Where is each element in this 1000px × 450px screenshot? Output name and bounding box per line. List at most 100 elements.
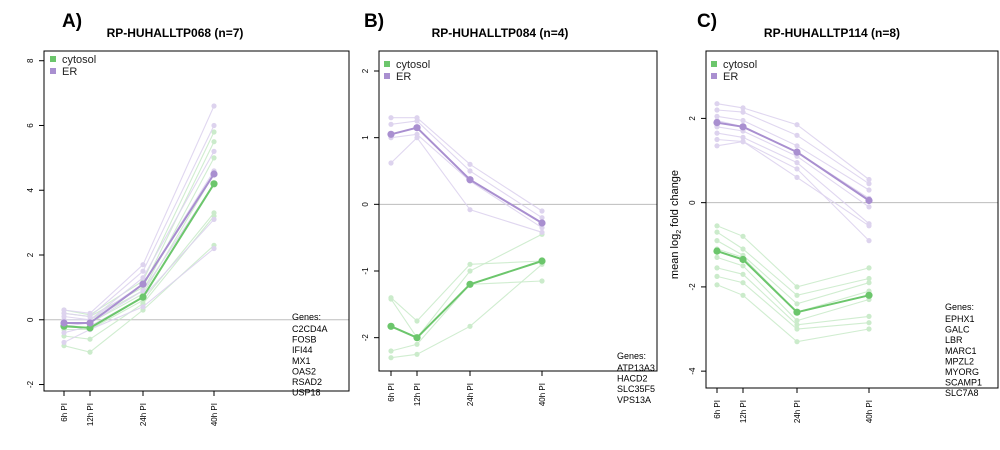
- gene-name: OAS2: [292, 366, 316, 376]
- x-tick-label: 12h PI: [739, 400, 748, 423]
- gene-trace-point: [539, 215, 545, 221]
- y-tick-label: 0: [361, 202, 370, 207]
- gene-trace-point: [211, 216, 217, 222]
- mean-point: [538, 257, 546, 265]
- gene-name: EPHX1: [945, 314, 975, 324]
- gene-trace-point: [740, 292, 746, 298]
- mean-point: [739, 123, 747, 131]
- x-tick-label: 40h PI: [865, 400, 874, 423]
- gene-trace-point: [740, 139, 746, 145]
- genes-header: Genes:: [292, 312, 321, 322]
- gene-trace-line: [716, 275, 870, 330]
- y-tick-label: 2: [688, 116, 697, 121]
- gene-name: FOSB: [292, 335, 317, 345]
- gene-trace-line: [716, 284, 870, 343]
- y-tick-label: 8: [26, 58, 35, 63]
- gene-trace-point: [794, 122, 800, 128]
- gene-trace-line: [390, 233, 543, 339]
- gene-trace-point: [467, 323, 473, 329]
- plot-frame: [378, 50, 658, 372]
- gene-name: C2CD4A: [292, 324, 328, 334]
- gene-trace-line: [390, 263, 543, 359]
- gene-trace-point: [740, 263, 746, 269]
- gene-trace-point: [140, 268, 146, 274]
- y-axis-label: mean log2 fold change: [669, 170, 683, 279]
- gene-trace-point: [61, 339, 67, 345]
- mean-point: [139, 293, 147, 301]
- gene-trace-point: [714, 238, 720, 244]
- x-tick-label: 40h PI: [210, 403, 219, 426]
- gene-trace-point: [539, 229, 545, 235]
- gene-trace-point: [211, 148, 217, 154]
- gene-name: MPZL2: [945, 356, 974, 366]
- gene-name: VPS13A: [617, 395, 651, 405]
- gene-trace-line: [716, 119, 870, 199]
- gene-trace-point: [388, 160, 394, 166]
- gene-trace-line: [716, 109, 870, 185]
- gene-trace-point: [140, 304, 146, 310]
- gene-trace-point: [539, 278, 545, 284]
- y-tick-label: 1: [361, 135, 370, 140]
- gene-trace-point: [388, 115, 394, 121]
- gene-trace-point: [740, 246, 746, 252]
- gene-trace-line: [63, 141, 215, 318]
- gene-trace-point: [211, 245, 217, 252]
- genes-header: Genes:: [617, 351, 646, 361]
- x-tick-label: 12h PI: [413, 383, 422, 406]
- gene-trace-point: [866, 326, 872, 332]
- gene-trace-line: [390, 133, 543, 229]
- y-tick-label: -4: [688, 367, 697, 375]
- gene-trace-point: [714, 223, 720, 229]
- x-tick-label: 24h PI: [793, 400, 802, 423]
- panel-label: A): [62, 11, 82, 32]
- mean-point: [210, 170, 218, 178]
- gene-trace-point: [714, 107, 720, 113]
- gene-trace-line: [716, 267, 870, 326]
- gene-trace-point: [794, 322, 800, 328]
- gene-trace-point: [211, 103, 217, 109]
- gene-trace-point: [467, 268, 473, 274]
- plot-frame: [705, 50, 999, 389]
- mean-point: [210, 180, 218, 188]
- y-axis-label-main: mean log: [669, 234, 681, 279]
- gene-trace-point: [740, 109, 746, 115]
- gene-trace-point: [467, 261, 473, 267]
- gene-trace-line: [716, 141, 870, 227]
- gene-trace-point: [866, 176, 872, 183]
- gene-trace-point: [467, 161, 473, 167]
- gene-trace-line: [716, 132, 870, 225]
- gene-trace-point: [866, 204, 872, 210]
- gene-trace-point: [794, 284, 800, 290]
- gene-trace-point: [87, 310, 93, 316]
- legend-label-cytosol: cytosol: [62, 54, 96, 66]
- gene-trace-line: [716, 115, 870, 191]
- legend-swatch-cytosol: [384, 61, 390, 67]
- gene-trace-point: [794, 301, 800, 307]
- gene-name: USP18: [292, 388, 321, 398]
- mean-point: [466, 280, 474, 288]
- gene-trace-point: [794, 326, 800, 332]
- gene-name: HACD2: [617, 374, 648, 384]
- gene-name: LBR: [945, 335, 963, 345]
- gene-name: MX1: [292, 356, 311, 366]
- legend-swatch-er: [50, 68, 56, 74]
- panel-label: C): [697, 11, 717, 32]
- gene-trace-point: [794, 166, 800, 172]
- gene-trace-point: [740, 117, 746, 124]
- gene-trace-point: [414, 341, 420, 347]
- y-tick-label: 0: [688, 200, 697, 205]
- gene-trace-point: [740, 271, 746, 277]
- x-tick-label: 24h PI: [466, 383, 475, 406]
- gene-trace-point: [414, 135, 420, 141]
- mean-point: [793, 308, 801, 316]
- gene-trace-point: [794, 339, 800, 345]
- mean-point: [739, 255, 747, 264]
- gene-trace-line: [63, 131, 215, 316]
- legend-label-cytosol: cytosol: [396, 59, 430, 71]
- gene-trace-line: [716, 138, 870, 241]
- gene-trace-line: [716, 231, 870, 296]
- y-tick-label: 6: [26, 123, 35, 128]
- gene-name: MYORG: [945, 367, 979, 377]
- gene-trace-point: [866, 275, 872, 282]
